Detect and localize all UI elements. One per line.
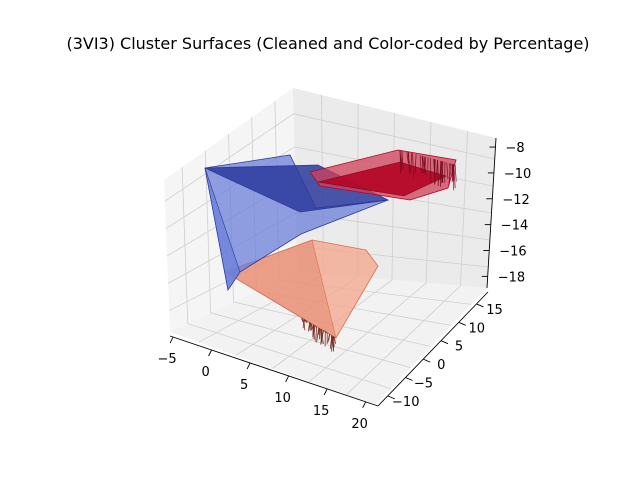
- salmon-cluster-spike: [313, 324, 315, 340]
- x-tick-mark: [323, 388, 328, 396]
- z-tick-label: −12: [502, 193, 529, 208]
- salmon-cluster-spike: [305, 319, 308, 323]
- x-tick-mark: [362, 401, 367, 409]
- z-tick-label: −10: [504, 167, 531, 182]
- x-tick-mark: [285, 375, 290, 383]
- red-cluster-spike: [440, 160, 442, 187]
- y-tick-mark: [387, 395, 395, 400]
- red-cluster-spike: [448, 163, 451, 186]
- red-cluster-spike: [406, 151, 409, 164]
- salmon-cluster-spike: [321, 330, 324, 339]
- red-cluster-spike: [437, 160, 439, 187]
- x-axis-ticks: −5 0 5 10 15 20: [157, 336, 368, 432]
- red-cluster-facet: [317, 161, 447, 197]
- red-cluster-spike: [430, 158, 432, 184]
- x-tick-label: 5: [240, 378, 248, 393]
- y-tick-mark: [476, 303, 484, 308]
- y-tick-mark: [458, 321, 466, 326]
- cluster-surfaces: [204, 149, 457, 352]
- x-tick-label: 0: [201, 365, 209, 380]
- z-tick-label: −14: [501, 219, 528, 234]
- x-tick-label: −5: [157, 352, 176, 367]
- salmon-cluster-spike: [329, 335, 333, 349]
- red-cluster-spike: [421, 155, 424, 174]
- salmon-cluster-spike: [315, 326, 317, 342]
- gridline: [204, 150, 411, 368]
- x-tick-mark: [246, 362, 251, 370]
- salmon-cluster-spike: [308, 322, 310, 332]
- red-cluster-spike: [399, 149, 402, 164]
- salmon-cluster-spike: [316, 327, 320, 343]
- red-cluster-spike: [401, 150, 404, 170]
- red-cluster-spike: [453, 164, 456, 188]
- chart-title: (3VI3) Cluster Surfaces (Cleaned and Col…: [66, 34, 589, 53]
- salmon-cluster-spike: [327, 334, 330, 343]
- y-tick-label: 0: [437, 358, 445, 373]
- y-tick-mark: [405, 377, 413, 381]
- axes: [169, 137, 497, 407]
- salmon-cluster-spike: [331, 335, 334, 352]
- z-axis-line: [486, 137, 497, 289]
- red-cluster-spike: [407, 152, 410, 169]
- z-axis-ticks: −8 −10 −12 −14 −16 −18: [481, 141, 531, 285]
- y-tick-label: −10: [392, 395, 419, 410]
- blue-cluster-facet: [204, 167, 241, 291]
- salmon-cluster-spike: [325, 331, 328, 333]
- x-tick-label: 15: [313, 404, 330, 419]
- z-tick-label: −8: [505, 141, 524, 156]
- z-tick-label: −16: [499, 245, 526, 260]
- y-axis-line: [377, 291, 489, 407]
- gridline: [346, 130, 468, 396]
- salmon-cluster-spike: [334, 337, 336, 344]
- y-tick-label: 15: [486, 303, 503, 318]
- red-cluster-spike: [446, 162, 449, 180]
- x-tick-label: 10: [274, 391, 291, 406]
- z-tick-label: −18: [498, 270, 525, 285]
- x-tick-mark: [208, 349, 213, 357]
- salmon-cluster-spike: [320, 329, 323, 334]
- red-cluster-spike: [454, 164, 457, 182]
- red-cluster-spike: [410, 153, 413, 173]
- salmon-cluster-spike: [332, 336, 335, 341]
- y-tick-label: 5: [455, 340, 463, 355]
- salmon-cluster-spike: [304, 319, 307, 324]
- y-tick-label: 10: [468, 321, 485, 336]
- salmon-cluster-spike: [314, 325, 317, 328]
- gridline: [181, 167, 391, 389]
- salmon-cluster-spike: [309, 322, 312, 327]
- red-cluster-spike: [419, 155, 422, 174]
- red-cluster-spike: [440, 161, 443, 184]
- red-cluster-spike: [434, 159, 436, 185]
- y-tick-mark: [423, 358, 431, 363]
- red-cluster-spike: [441, 161, 444, 183]
- red-cluster-spike: [412, 153, 414, 178]
- x-axis-line: [169, 335, 379, 407]
- x-tick-mark: [169, 336, 174, 344]
- red-cluster-spike: [414, 154, 417, 174]
- y-tick-mark: [440, 340, 449, 345]
- red-cluster-spike: [422, 155, 425, 168]
- x-tick-label: 20: [351, 417, 368, 432]
- y-tick-label: −5: [414, 377, 433, 392]
- salmon-cluster-spike: [303, 319, 306, 331]
- red-cluster-spike: [439, 160, 442, 181]
- blue-cluster-facet: [204, 164, 390, 213]
